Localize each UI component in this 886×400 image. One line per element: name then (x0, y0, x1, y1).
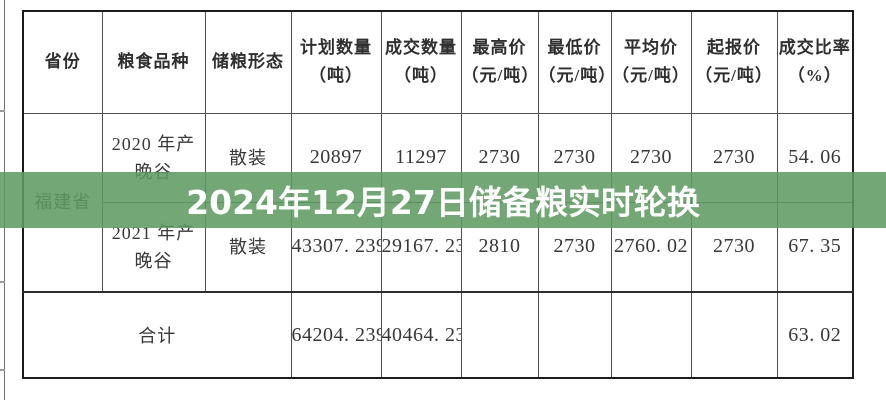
left-crop-tick (0, 281, 5, 283)
header-cell-low-price: 最低价 （元/吨） (537, 10, 612, 114)
header-label: 成交数量 (385, 38, 457, 58)
watermark-banner: 2024年12月27日储备粮实时轮换 (0, 172, 886, 228)
header-cell-variety: 粮食品种 (101, 10, 206, 114)
header-cell-planned-qty: 计划数量 （吨） (290, 10, 382, 114)
variety-year: 2020 年产 (111, 133, 196, 154)
header-label: 最低价 (547, 38, 602, 58)
header-label: 最高价 (472, 38, 527, 58)
deal-qty-total-cell: 40464. 239 (380, 291, 462, 379)
header-unit: （元/吨） (538, 66, 611, 86)
deal-ratio-total-cell: 63. 02 (776, 291, 854, 379)
left-crop-tick (0, 110, 5, 112)
storage-form-value: 散装 (229, 236, 267, 257)
header-cell-deal-ratio: 成交比率 （%） (776, 10, 854, 114)
header-label: 粮食品种 (117, 52, 190, 72)
header-cell-province: 省份 (22, 10, 103, 114)
table-header-row: 省份 粮食品种 储粮形态 计划数量 （吨） 成交数量 （吨） 最高价 （元/吨 (22, 10, 854, 114)
header-label: 省份 (44, 52, 81, 72)
banner-title: 2024年12月27日储备粮实时轮换 (186, 183, 700, 222)
header-label: 储粮形态 (212, 52, 284, 72)
left-crop-tick (0, 369, 5, 371)
header-label: 计划数量 (300, 38, 372, 58)
total-label-cell: 合计 (22, 291, 292, 379)
table-row-total: 合计 64204. 239 40464. 239 63. 02 (22, 291, 854, 379)
header-cell-storage-form: 储粮形态 (204, 10, 292, 114)
header-unit: （元/吨） (612, 66, 690, 86)
header-unit: （元/吨） (695, 66, 773, 86)
variety-grain: 晚谷 (134, 250, 173, 271)
header-unit: （%） (787, 66, 842, 86)
header-label: 成交比率 (778, 38, 851, 58)
header-cell-start-price: 起报价 （元/吨） (690, 10, 778, 114)
header-cell-avg-price: 平均价 （元/吨） (610, 10, 692, 114)
header-unit: （吨） (309, 66, 363, 86)
header-cell-high-price: 最高价 （元/吨） (460, 10, 539, 114)
high-price-total-cell (460, 291, 539, 379)
header-unit: （吨） (394, 66, 448, 86)
storage-form-value: 散装 (229, 147, 267, 168)
planned-qty-total-cell: 64204. 239 (290, 291, 382, 379)
start-price-total-cell (690, 291, 778, 379)
low-price-total-cell (537, 291, 612, 379)
header-label: 平均价 (624, 38, 678, 58)
avg-price-total-cell (610, 291, 692, 379)
header-unit: （元/吨） (461, 66, 538, 86)
header-cell-deal-qty: 成交数量 （吨） (380, 10, 462, 114)
header-label: 起报价 (707, 38, 761, 58)
